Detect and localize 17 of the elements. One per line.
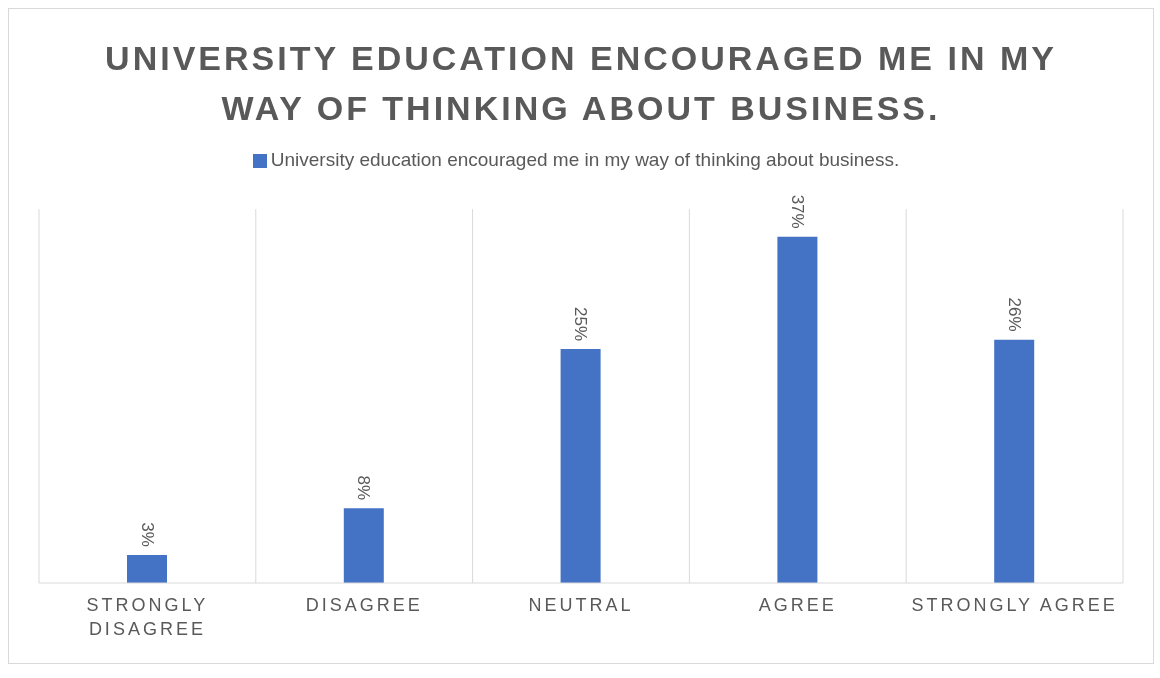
bar	[127, 554, 167, 583]
bar	[343, 508, 384, 583]
data-label: 8%	[354, 475, 374, 501]
data-label: 3%	[137, 522, 157, 547]
data-label: 26%	[1004, 297, 1024, 332]
x-tick-label: STRONGLY DISAGREE	[86, 595, 209, 639]
bar	[777, 236, 818, 583]
legend-label: University education encouraged me in my way of thinking about business.	[270, 149, 900, 170]
data-label: 25%	[571, 306, 591, 342]
chart-title: UNIVERSITY EDUCATION ENCOURAGED ME IN MY WAY OF THINKING ABOUT BUSINESS.	[104, 38, 1058, 129]
data-label: 37%	[787, 194, 807, 229]
x-tick-label: DISAGREE	[305, 595, 423, 615]
x-tick-label: STRONGLY AGREE	[911, 595, 1118, 615]
x-tick-label: NEUTRAL	[528, 595, 634, 615]
bar	[994, 339, 1035, 583]
x-tick-label: AGREE	[758, 595, 837, 615]
bar	[560, 349, 601, 583]
